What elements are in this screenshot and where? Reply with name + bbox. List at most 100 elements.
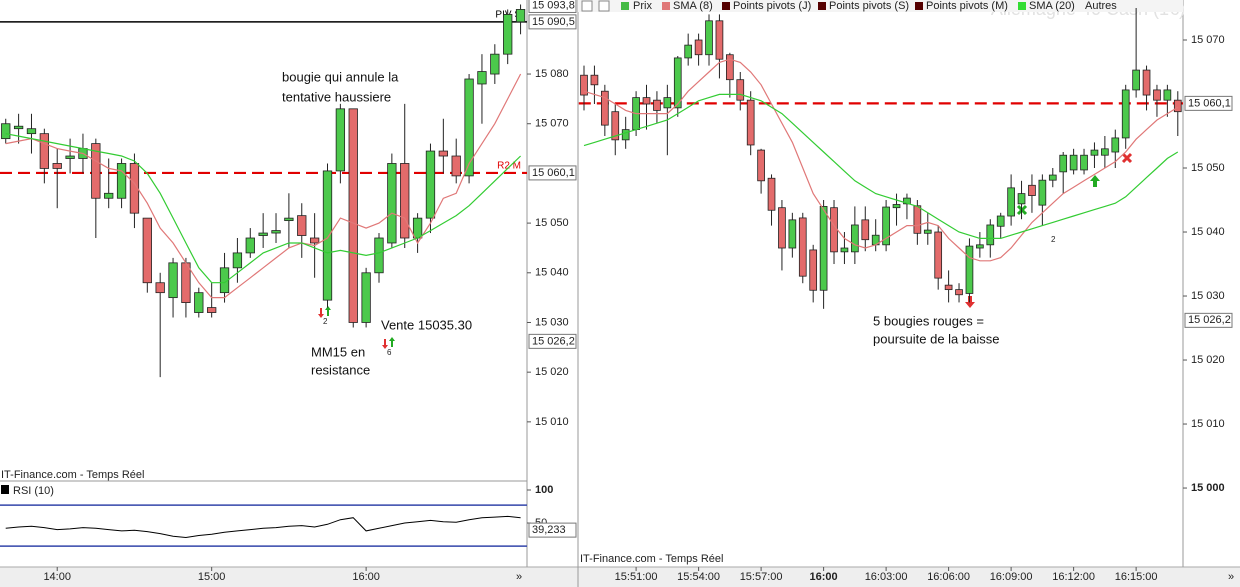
cross-marker (1121, 152, 1133, 164)
candle-body (726, 54, 734, 81)
scroll-button[interactable]: » (516, 571, 522, 583)
candle-body (601, 90, 609, 126)
x-tick-label: 15:57:00 (740, 571, 783, 583)
buy-arrow (389, 337, 395, 347)
candle-body (757, 149, 765, 182)
price-tag-label: 15 090,5 (532, 16, 575, 28)
y-tick-label: 15 050 (1191, 162, 1225, 174)
candle-body (1121, 89, 1130, 139)
annotation: resistance (311, 362, 370, 377)
candle-body (13, 125, 24, 130)
toolbar-item[interactable]: Prix (633, 0, 652, 12)
candle-body (767, 177, 776, 211)
candle-body (903, 197, 911, 205)
button[interactable] (598, 0, 610, 12)
x-tick-label: 16:09:00 (990, 571, 1033, 583)
candle-body (1028, 184, 1036, 196)
toolbar-item[interactable]: Points pivots (S) (829, 0, 909, 12)
candle-body (934, 231, 943, 279)
x-tick-label: 16:06:00 (927, 571, 970, 583)
candle-body (1, 123, 11, 140)
candle-body (1153, 89, 1161, 101)
rsi-line (5, 515, 521, 539)
candle-body (374, 237, 384, 274)
candle-body (840, 247, 849, 253)
candle-body (1038, 179, 1047, 206)
candle-body (851, 224, 859, 253)
button[interactable] (581, 0, 593, 12)
candle-body (746, 99, 755, 146)
candle-body (1080, 154, 1088, 171)
x-tick-label: 16:00 (352, 571, 380, 583)
price-tag (528, 165, 577, 181)
candle-body (1101, 148, 1109, 156)
candle-body (715, 20, 724, 60)
price-tag (528, 0, 577, 13)
candle-body (284, 217, 294, 222)
y-tick-label: 15 010 (535, 416, 569, 428)
candle-body (778, 207, 786, 249)
candle-body (425, 150, 436, 219)
time-axis-bar (0, 567, 1240, 587)
candle-body (232, 252, 243, 269)
candle-body (590, 74, 599, 86)
moving-average (583, 58, 1179, 262)
candle-body (335, 108, 346, 172)
annotation: bougie qui annule la (282, 69, 399, 84)
level-label: R2 M (497, 161, 521, 172)
candle-body (861, 219, 870, 241)
price-tag-label: 15 060,1 (532, 167, 575, 179)
candle-body (142, 217, 152, 284)
x-tick-label: 15:00 (198, 571, 226, 583)
candle-body (207, 307, 217, 313)
candle-body (91, 143, 101, 199)
signal-count: 2 (1051, 235, 1056, 244)
candle-body (387, 163, 397, 244)
candle-body (412, 217, 423, 239)
buy-arrow (325, 306, 331, 316)
y-tick-label: 15 050 (535, 217, 569, 229)
candle-body (913, 205, 922, 234)
candle-body (1069, 154, 1078, 171)
candle-body (168, 262, 178, 299)
toolbar-item[interactable]: Points pivots (M) (926, 0, 1008, 12)
rsi-icon (1, 485, 9, 494)
x-tick-label: 16:03:00 (865, 571, 908, 583)
toolbar-item[interactable]: Autres (1085, 0, 1117, 12)
candle-body (297, 215, 307, 236)
candle-body (515, 9, 526, 23)
legend-icon (818, 2, 826, 10)
y-tick-label: 15 080 (535, 68, 569, 80)
toolbar-item[interactable]: Points pivots (J) (733, 0, 811, 12)
candle-body (1142, 69, 1151, 96)
candle-body (882, 206, 890, 246)
legend-entry[interactable]: SMA (20) (1029, 0, 1075, 12)
price-tag (528, 522, 577, 538)
y-tick-label: 15 040 (535, 267, 569, 279)
candle-body (503, 14, 513, 55)
candle-body (944, 284, 953, 291)
price-tag (528, 333, 577, 349)
legend-icon (915, 2, 923, 10)
candle-body (451, 155, 461, 177)
candle-body (642, 97, 651, 105)
scroll-button[interactable]: » (1228, 571, 1234, 583)
y-tick-label: 100 (535, 484, 553, 496)
rsi-title: RSI (10) (13, 485, 54, 497)
legend-entry[interactable]: SMA (8) (673, 0, 713, 12)
candle-body (736, 79, 745, 101)
candle-body (181, 262, 191, 304)
candle-body (155, 282, 165, 294)
sell-arrow (318, 308, 324, 318)
source: IT-Finance.com - Temps Réel (1, 469, 144, 481)
candle-body (361, 272, 371, 323)
sell-arrow (965, 296, 975, 308)
candle-body (245, 237, 255, 254)
x-tick-label: 16:12:00 (1052, 571, 1095, 583)
y-tick-label: 15 040 (1191, 226, 1225, 238)
y-tick-label: 15 030 (535, 316, 569, 328)
y-tick-label: 15 030 (1191, 290, 1225, 302)
candle-body (684, 44, 693, 59)
buy-arrow (1090, 175, 1100, 187)
annotation: 5 bougies rouges = (873, 313, 984, 328)
